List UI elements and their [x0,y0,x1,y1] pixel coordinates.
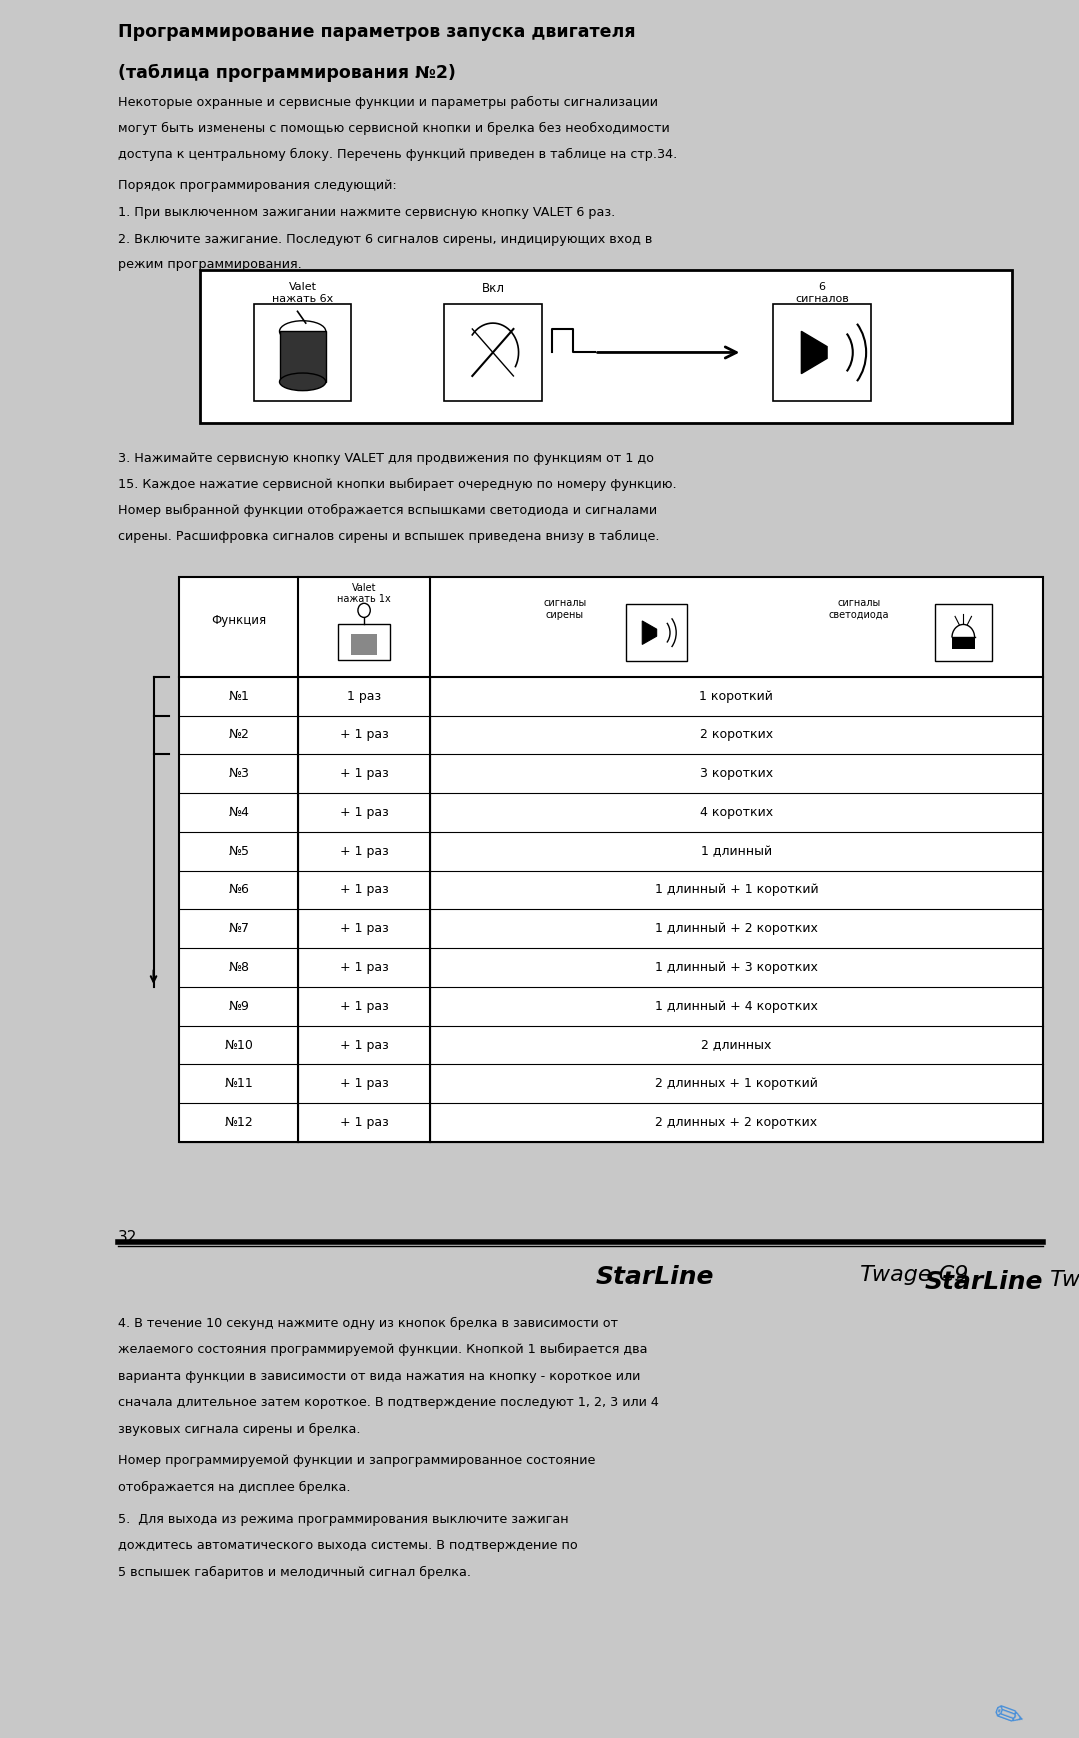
Text: 1 короткий: 1 короткий [699,690,774,702]
Text: StarLine: StarLine [925,1270,1043,1295]
Text: + 1 раз: + 1 раз [340,766,388,780]
Polygon shape [802,332,828,374]
Text: №2: №2 [229,728,249,742]
Text: 5 вспышек габаритов и мелодичный сигнал брелка.: 5 вспышек габаритов и мелодичный сигнал … [118,1566,470,1578]
Text: №6: №6 [229,883,249,897]
Text: 2 длинных: 2 длинных [701,1039,771,1051]
Text: 6
сигналов: 6 сигналов [795,282,849,304]
Text: Twage C9: Twage C9 [852,1265,968,1286]
Text: + 1 раз: + 1 раз [340,1116,388,1130]
Bar [254,304,352,401]
Text: ✏: ✏ [987,1696,1027,1738]
Text: 4 коротких: 4 коротких [700,806,773,819]
Text: режим программирования.: режим программирования. [118,259,301,271]
Bar [773,304,871,401]
Text: 2 длинных + 2 коротких: 2 длинных + 2 коротких [655,1116,818,1130]
Text: 3. Нажимайте сервисную кнопку VALET для продвижения по функциям от 1 до: 3. Нажимайте сервисную кнопку VALET для … [118,452,654,466]
Text: №9: №9 [229,999,249,1013]
Text: №4: №4 [229,806,249,819]
Text: + 1 раз: + 1 раз [340,806,388,819]
Bar [952,638,974,648]
Text: №3: №3 [229,766,249,780]
Text: + 1 раз: + 1 раз [340,923,388,935]
Polygon shape [642,620,657,645]
Text: 4. В течение 10 секунд нажмите одну из кнопок брелка в зависимости от: 4. В течение 10 секунд нажмите одну из к… [118,1316,617,1330]
Text: 1 длинный: 1 длинный [701,845,771,859]
Text: StarLine Twage C9: StarLine Twage C9 [823,1270,1043,1295]
Text: сигналы
светодиода: сигналы светодиода [829,598,889,620]
Text: Twage C9: Twage C9 [1043,1270,1079,1290]
Text: №12: №12 [224,1116,254,1130]
Text: отображается на дисплее брелка.: отображается на дисплее брелка. [118,1481,350,1495]
Text: Valet
нажать 6х: Valet нажать 6х [272,282,333,304]
Text: варианта функции в зависимости от вида нажатия на кнопку - короткое или: варианта функции в зависимости от вида н… [118,1370,640,1383]
Text: Вкл: Вкл [481,282,504,295]
Text: №7: №7 [229,923,249,935]
Text: 1 длинный + 2 коротких: 1 длинный + 2 коротких [655,923,818,935]
Text: + 1 раз: + 1 раз [340,961,388,973]
Bar [279,332,326,382]
Text: Программирование параметров запуска двигателя: Программирование параметров запуска двиг… [118,24,636,42]
Text: №5: №5 [229,845,249,859]
Text: Функция: Функция [211,615,267,627]
Text: доступа к центральному блоку. Перечень функций приведен в таблице на стр.34.: доступа к центральному блоку. Перечень ф… [118,148,677,162]
Circle shape [358,603,370,617]
Ellipse shape [279,322,326,342]
Text: + 1 раз: + 1 раз [340,999,388,1013]
Text: 2. Включите зажигание. Последуют 6 сигналов сирены, индицирующих вход в: 2. Включите зажигание. Последуют 6 сигна… [118,233,652,245]
Text: + 1 раз: + 1 раз [340,1039,388,1051]
Text: 1 длинный + 3 коротких: 1 длинный + 3 коротких [655,961,818,973]
Ellipse shape [279,374,326,391]
Text: сначала длительное затем короткое. В подтверждение последуют 1, 2, 3 или 4: сначала длительное затем короткое. В под… [118,1396,658,1410]
Text: 3 коротких: 3 коротких [700,766,773,780]
Text: могут быть изменены с помощью сервисной кнопки и брелка без необходимости: могут быть изменены с помощью сервисной … [118,122,669,136]
Text: Valet
нажать 1х: Valet нажать 1х [338,582,391,605]
Text: 5.  Для выхода из режима программирования выключите зажиган: 5. Для выхода из режима программирования… [118,1512,569,1526]
Text: + 1 раз: + 1 раз [340,883,388,897]
Text: дождитесь автоматического выхода системы. В подтверждение по: дождитесь автоматического выхода системы… [118,1540,577,1552]
Bar [200,269,1012,422]
Text: Номер программируемой функции и запрограммированное состояние: Номер программируемой функции и запрогра… [118,1455,595,1467]
Bar [339,624,390,660]
Text: Номер выбранной функции отображается вспышками светодиода и сигналами: Номер выбранной функции отображается всп… [118,504,657,518]
Bar [445,304,542,401]
Text: + 1 раз: + 1 раз [340,845,388,859]
Text: №8: №8 [229,961,249,973]
Text: Некоторые охранные и сервисные функции и параметры работы сигнализации: Некоторые охранные и сервисные функции и… [118,96,657,109]
Text: (таблица программирования №2): (таблица программирования №2) [118,64,455,82]
Text: №11: №11 [224,1078,254,1090]
Text: Порядок программирования следующий:: Порядок программирования следующий: [118,179,396,191]
Text: звуковых сигнала сирены и брелка.: звуковых сигнала сирены и брелка. [118,1423,360,1436]
Text: + 1 раз: + 1 раз [340,1078,388,1090]
Text: 1 раз: 1 раз [347,690,381,702]
Text: StarLine: StarLine [596,1265,714,1290]
Text: №10: №10 [224,1039,254,1051]
Bar [179,577,1043,1142]
Bar [935,605,992,660]
Text: + 1 раз: + 1 раз [340,728,388,742]
Text: 32: 32 [118,1231,137,1244]
Bar [351,634,378,655]
Text: №1: №1 [229,690,249,702]
Text: 2 коротких: 2 коротких [700,728,773,742]
Text: желаемого состояния программируемой функции. Кнопкой 1 выбирается два: желаемого состояния программируемой функ… [118,1343,647,1356]
Text: 1 длинный + 1 короткий: 1 длинный + 1 короткий [655,883,818,897]
Bar [626,605,687,660]
Text: сирены. Расшифровка сигналов сирены и вспышек приведена внизу в таблице.: сирены. Расшифровка сигналов сирены и вс… [118,530,659,542]
Text: 1 длинный + 4 коротких: 1 длинный + 4 коротких [655,999,818,1013]
Text: 15. Каждое нажатие сервисной кнопки выбирает очередную по номеру функцию.: 15. Каждое нажатие сервисной кнопки выби… [118,478,677,492]
Text: 2 длинных + 1 короткий: 2 длинных + 1 короткий [655,1078,818,1090]
Text: сигналы
сирены: сигналы сирены [543,598,586,620]
Text: 1. При выключенном зажигании нажмите сервисную кнопку VALET 6 раз.: 1. При выключенном зажигании нажмите сер… [118,205,615,219]
